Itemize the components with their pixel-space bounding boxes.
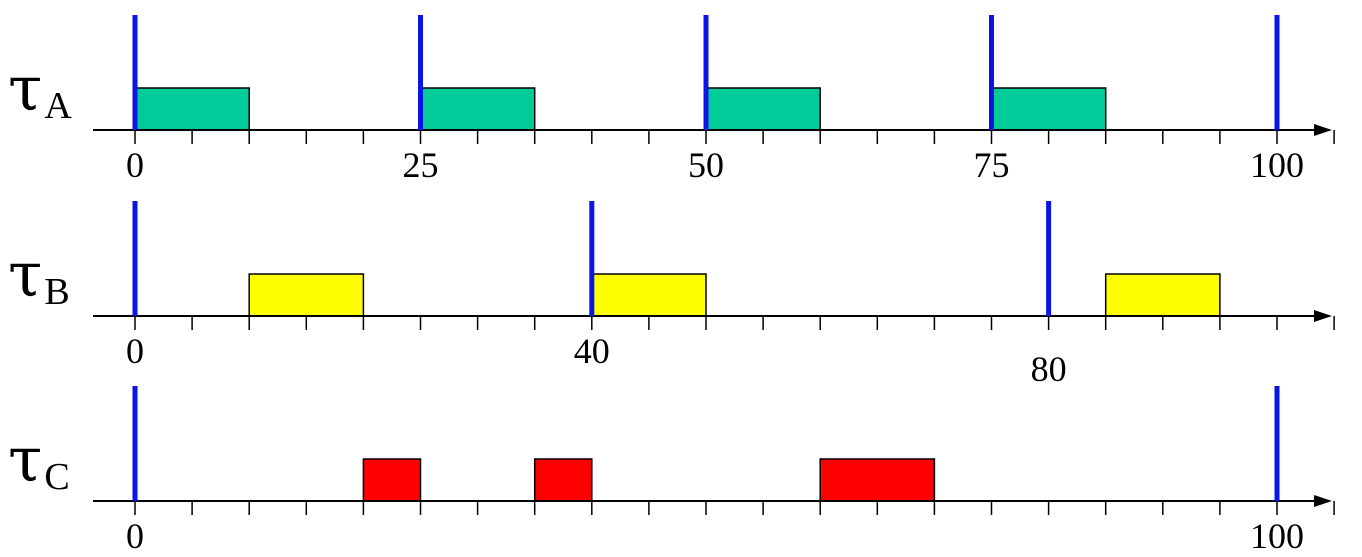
tick-label: 100 xyxy=(1250,516,1304,556)
axis-arrow-icon xyxy=(1314,124,1332,136)
tick-label: 100 xyxy=(1250,145,1304,185)
execution-block xyxy=(1104,273,1221,317)
tick-label: 80 xyxy=(1031,349,1067,389)
task-subscript: A xyxy=(44,85,72,127)
task-row-a: τA 0 25 50 75 100 xyxy=(8,15,1335,185)
axis-arrow-icon xyxy=(1314,310,1332,322)
axis-arrow-icon xyxy=(1314,495,1332,507)
execution-block xyxy=(819,458,936,502)
execution-block xyxy=(362,458,422,502)
tick-label: 40 xyxy=(574,331,610,371)
tick-label: 0 xyxy=(126,331,144,371)
task-row-c: τC 0 100 xyxy=(8,386,1335,556)
execution-block xyxy=(533,458,593,502)
execution-block xyxy=(591,273,707,317)
task-symbol: τ xyxy=(8,238,42,311)
task-symbol: τ xyxy=(8,52,42,125)
execution-block xyxy=(990,87,1107,131)
tick-label: 50 xyxy=(688,145,724,185)
tick-label: 0 xyxy=(126,145,144,185)
task-label-c: τC xyxy=(8,423,70,498)
execution-block xyxy=(134,87,250,131)
tick-label: 75 xyxy=(974,145,1010,185)
execution-block xyxy=(419,87,536,131)
execution-block xyxy=(705,87,821,131)
task-subscript: B xyxy=(44,271,69,313)
task-label-b: τB xyxy=(8,238,70,313)
tick-label: 25 xyxy=(403,145,439,185)
tick-label: 0 xyxy=(126,516,144,556)
task-label-a: τA xyxy=(8,52,72,127)
task-subscript: C xyxy=(44,456,69,498)
task-row-b: τB 0 40 80 xyxy=(8,201,1335,389)
task-symbol: τ xyxy=(8,423,42,496)
execution-block xyxy=(248,273,365,317)
